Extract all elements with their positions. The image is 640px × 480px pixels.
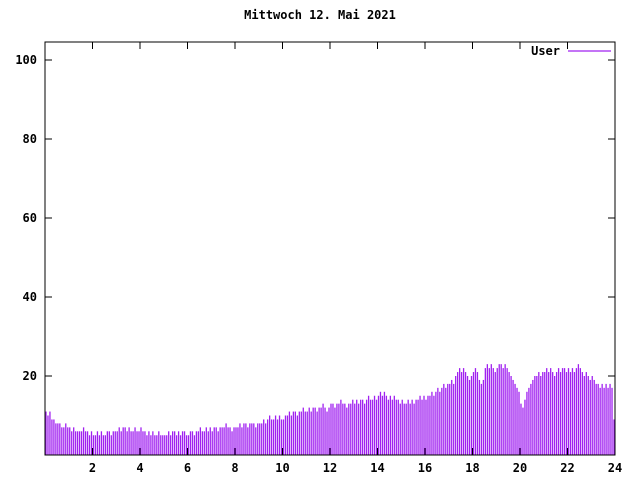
y-tick-label: 100 — [15, 53, 37, 67]
x-tick-label: 16 — [418, 461, 432, 475]
x-tick-label: 2 — [89, 461, 96, 475]
y-tick-label: 60 — [23, 211, 37, 225]
x-tick-label: 8 — [231, 461, 238, 475]
x-tick-label: 24 — [608, 461, 622, 475]
x-tick-label: 12 — [323, 461, 337, 475]
x-tick-label: 14 — [370, 461, 384, 475]
y-axis-ticks: 20 40 60 80 100 — [15, 53, 615, 383]
x-tick-label: 18 — [465, 461, 479, 475]
legend-label: User — [531, 44, 560, 58]
x-tick-label: 10 — [275, 461, 289, 475]
y-tick-label: 80 — [23, 132, 37, 146]
x-axis-ticks: 2 4 6 8 10 12 14 16 18 20 22 24 — [89, 42, 622, 475]
x-tick-label: 20 — [513, 461, 527, 475]
x-tick-label: 6 — [184, 461, 191, 475]
y-tick-label: 20 — [23, 369, 37, 383]
bars — [45, 364, 615, 455]
legend: User — [531, 44, 611, 58]
plot-border — [44, 41, 616, 456]
y-tick-label: 40 — [23, 290, 37, 304]
chart-title: Mittwoch 12. Mai 2021 — [244, 8, 396, 22]
x-tick-label: 4 — [136, 461, 143, 475]
x-tick-label: 22 — [560, 461, 574, 475]
